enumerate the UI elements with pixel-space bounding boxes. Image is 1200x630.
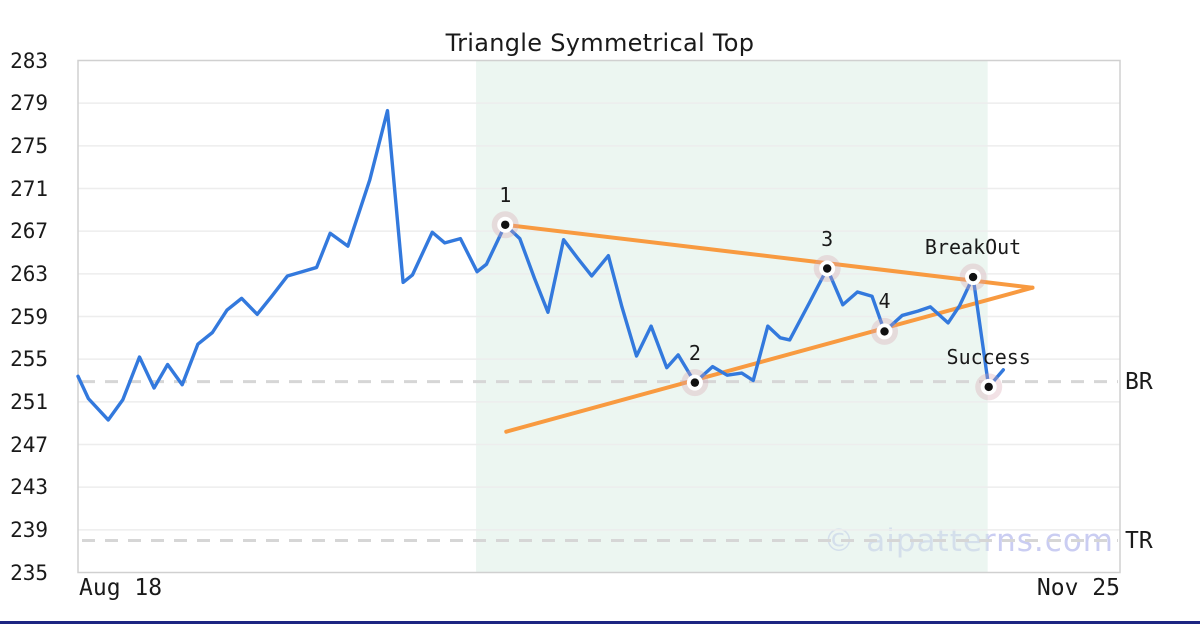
- marker-dot: [501, 220, 510, 229]
- marker-label-2: 2: [688, 340, 701, 365]
- marker-dot: [880, 327, 889, 336]
- y-tick-label: 259: [10, 304, 48, 329]
- y-tick-label: 251: [10, 389, 48, 414]
- marker-dot: [984, 382, 993, 392]
- y-tick-label: 267: [10, 219, 48, 244]
- bottom-accent-bar: [0, 621, 1200, 624]
- chart-title: Triangle Symmetrical Top: [445, 29, 755, 57]
- y-tick-label: 275: [10, 133, 48, 158]
- marker-dot: [822, 264, 832, 273]
- marker-label-success: Success: [946, 344, 1031, 369]
- marker-label-4: 4: [878, 289, 891, 314]
- level-label-br: BR: [1125, 368, 1153, 395]
- marker-dot: [968, 272, 978, 282]
- y-tick-label: 283: [10, 48, 48, 73]
- y-tick-label: 271: [10, 176, 48, 201]
- marker-label-breakout: BreakOut: [924, 235, 1022, 260]
- y-tick-label: 279: [10, 91, 48, 116]
- price-line: [76, 108, 1005, 422]
- y-tick-label: 235: [10, 560, 48, 585]
- y-tick-label: 247: [10, 432, 48, 457]
- x-axis-end-label: Nov 25: [1036, 575, 1120, 601]
- y-tick-label: 263: [10, 261, 48, 286]
- marker-label-1: 1: [499, 182, 512, 207]
- plot-border: [77, 59, 1121, 574]
- y-tick-label: 239: [10, 517, 48, 542]
- level-label-tr: TR: [1125, 527, 1153, 554]
- marker-label-3: 3: [821, 226, 834, 251]
- marker-dot: [690, 378, 700, 387]
- y-tick-label: 243: [10, 475, 48, 500]
- trendline-upper: [503, 222, 1035, 290]
- trendline-lower: [504, 285, 1035, 434]
- y-tick-label: 255: [10, 347, 48, 372]
- x-axis-start-label: Aug 18: [79, 575, 163, 601]
